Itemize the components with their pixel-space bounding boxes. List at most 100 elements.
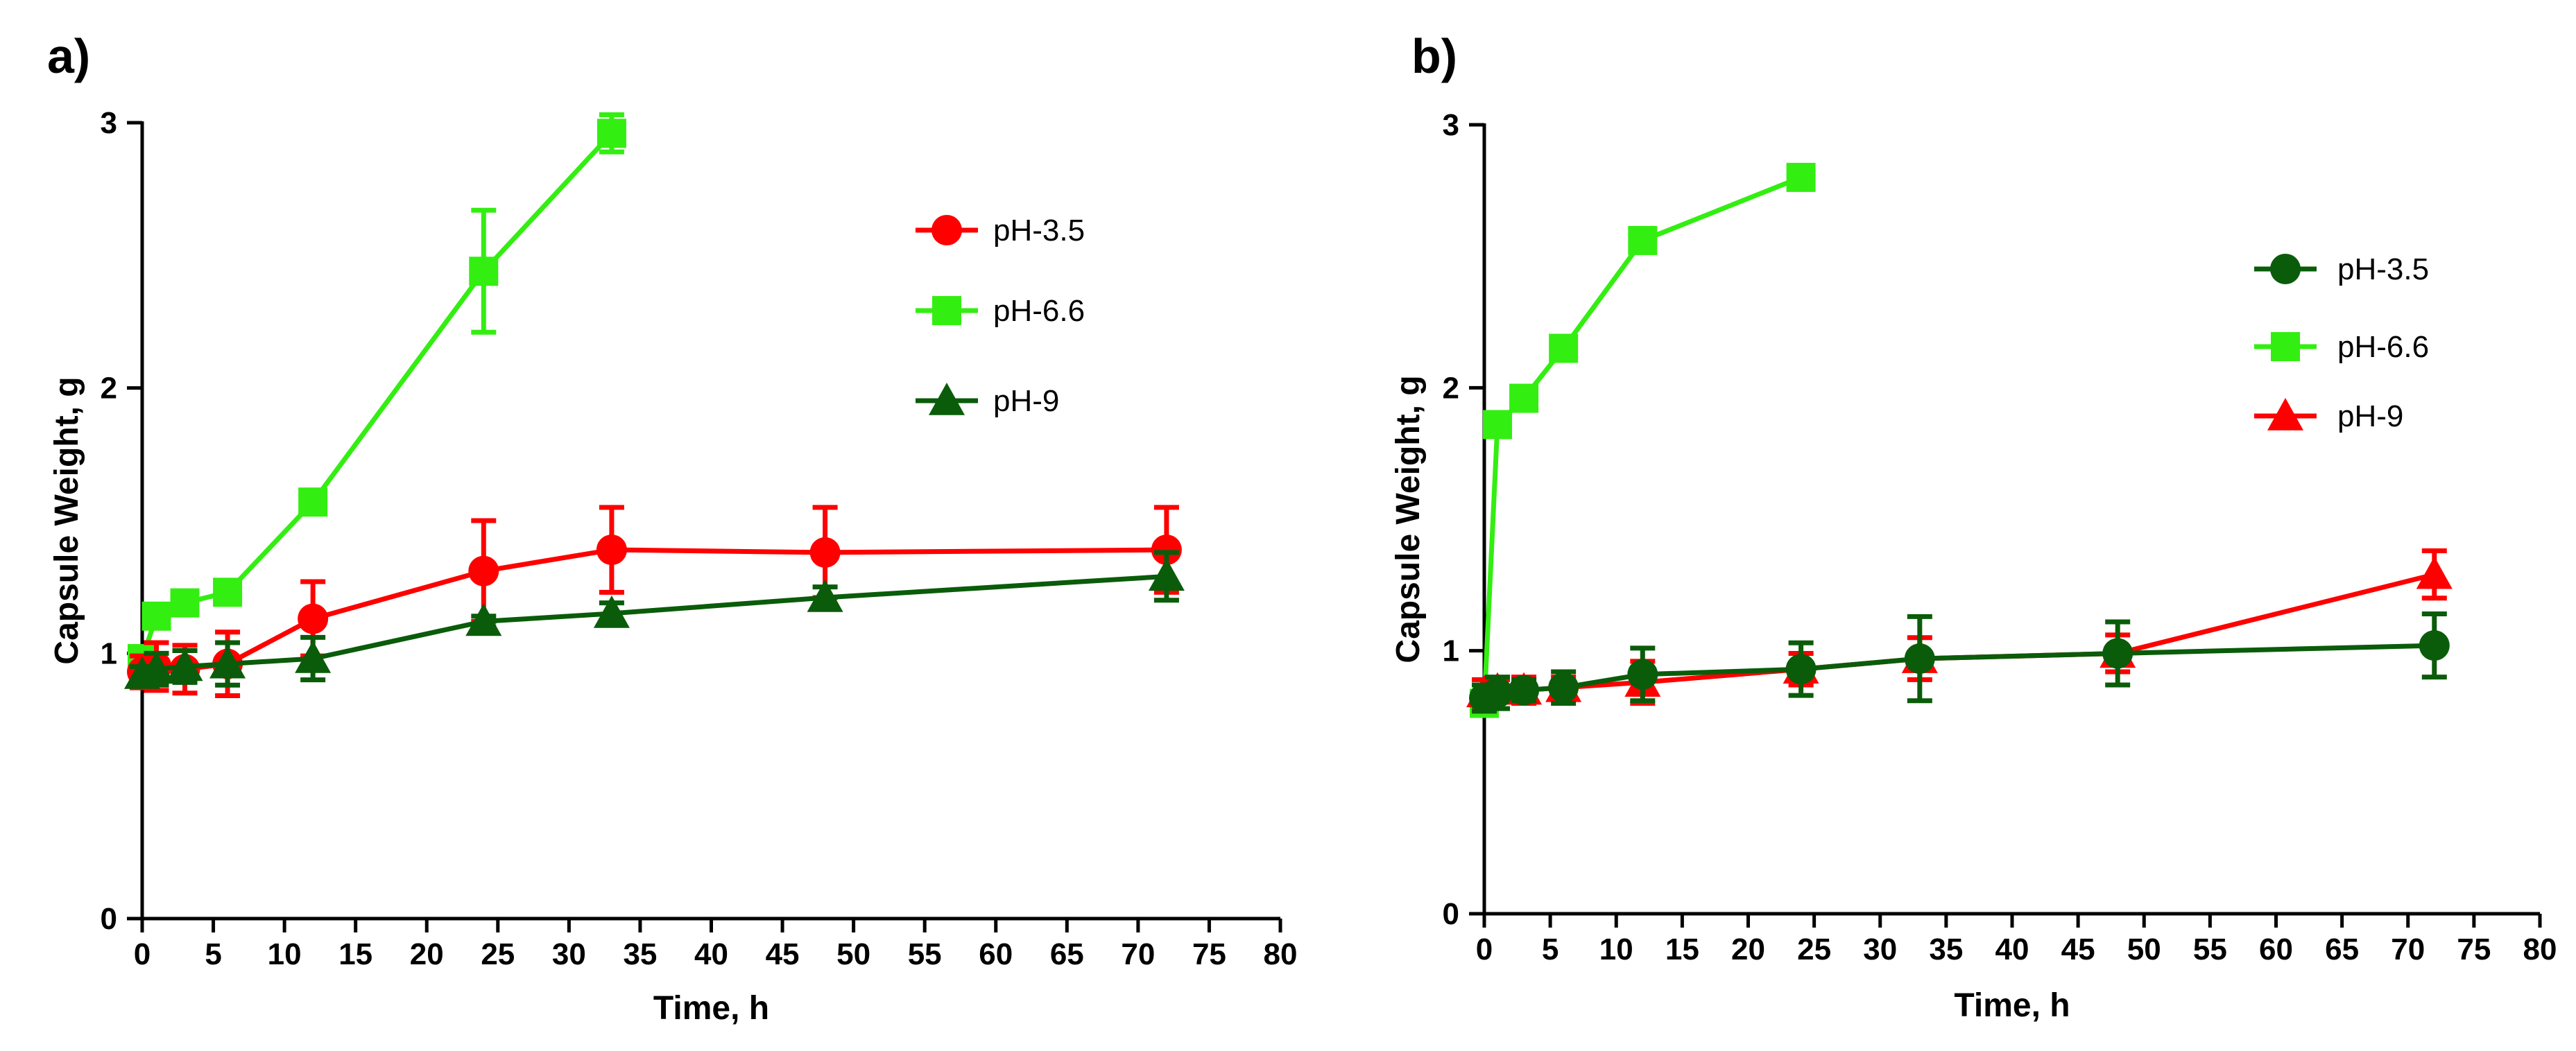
x-tick-label: 65	[2325, 932, 2359, 966]
x-tick-label: 75	[1192, 937, 1226, 971]
data-point	[2419, 630, 2450, 661]
data-point	[1509, 675, 1540, 706]
x-tick-label: 80	[1264, 937, 1298, 971]
data-point	[465, 603, 502, 636]
data-point	[468, 555, 499, 587]
y-tick-label: 0	[101, 902, 117, 936]
legend-label: pH-3.5	[993, 214, 1085, 247]
x-tick-label: 25	[1797, 932, 1831, 966]
series-line	[1482, 175, 1802, 704]
x-tick-label: 40	[1995, 932, 2029, 966]
x-tick-label: 15	[338, 937, 372, 971]
x-tick-label: 25	[481, 937, 515, 971]
series-pH-9	[1466, 548, 2453, 709]
y-axis-title: Capsule Weight, g	[1390, 375, 1427, 663]
x-tick-label: 15	[1665, 932, 1699, 966]
data-point	[1148, 558, 1185, 591]
data-point	[1627, 659, 1658, 690]
data-point	[2102, 638, 2133, 669]
data-point	[166, 648, 203, 681]
data-point	[2416, 556, 2453, 589]
series-pH-3.5	[127, 505, 1182, 699]
x-tick-label: 35	[623, 937, 657, 971]
x-axis-title: Time, h	[653, 990, 769, 1027]
x-tick-label: 5	[205, 937, 221, 971]
x-tick-label: 5	[1542, 932, 1559, 966]
x-tick-label: 50	[836, 937, 870, 971]
y-tick-label: 1	[101, 636, 117, 670]
data-point	[593, 595, 630, 628]
y-tick-label: 1	[1443, 634, 1459, 668]
x-tick-label: 60	[2259, 932, 2293, 966]
data-point	[298, 487, 328, 517]
y-tick-label: 3	[1443, 108, 1459, 142]
x-tick-label: 50	[2127, 932, 2161, 966]
data-point	[209, 645, 246, 679]
legend-marker	[929, 383, 965, 415]
x-tick-label: 60	[979, 937, 1013, 971]
x-tick-label: 45	[766, 937, 800, 971]
series-pH-6.6	[128, 112, 626, 673]
legend-marker	[932, 296, 961, 325]
x-tick-label: 35	[1929, 932, 1963, 966]
panel-b: b) 0 5 10 15 20 25 30 35 40 45 50 55 60 65 70 75 80 0 1 2 3 Ti…	[1390, 29, 2557, 1024]
x-tick-label: 40	[694, 937, 728, 971]
x-tick-label: 20	[1731, 932, 1765, 966]
legend-marker	[2267, 398, 2303, 431]
data-point	[1786, 162, 1816, 192]
series-pH-6.6	[1470, 162, 1816, 718]
series-pH-9	[124, 550, 1185, 689]
x-tick-label: 20	[410, 937, 444, 971]
legend-marker	[931, 215, 962, 245]
data-point	[213, 577, 243, 607]
legend-label: pH-9	[2337, 399, 2403, 433]
x-tick-label: 10	[1599, 932, 1633, 966]
data-point	[1509, 383, 1539, 413]
panel-a: a) 0 5 10 15 20 25 30 35 40 45 50 55 60 65 70 75 80 0 1 2 3 Ti…	[47, 29, 1297, 1027]
data-point	[1548, 672, 1579, 703]
series-line	[1483, 643, 2435, 701]
legend-label: pH-9	[993, 384, 1059, 418]
y-tick-label: 2	[1443, 371, 1459, 405]
legend-label: pH-6.6	[993, 294, 1085, 328]
data-point	[1549, 333, 1579, 363]
panel-label: b)	[1411, 29, 1457, 83]
data-point	[469, 257, 499, 286]
data-point	[1628, 225, 1658, 255]
x-tick-label: 0	[1476, 932, 1493, 966]
legend-marker	[2271, 332, 2300, 361]
series-line	[139, 131, 614, 660]
data-point	[295, 640, 332, 673]
x-tick-label: 75	[2457, 932, 2491, 966]
data-point	[1482, 677, 1513, 709]
x-tick-label: 70	[2391, 932, 2425, 966]
legend-label: pH-6.6	[2337, 330, 2429, 364]
x-tick-label: 30	[552, 937, 586, 971]
x-tick-label: 55	[908, 937, 942, 971]
data-point	[809, 537, 841, 568]
x-tick-label: 10	[268, 937, 302, 971]
data-point	[1151, 535, 1182, 566]
data-point	[141, 601, 171, 631]
legend: pH-3.5 pH-6.6 pH-9	[916, 214, 1085, 418]
x-tick-label: 30	[1863, 932, 1897, 966]
panel-label: a)	[47, 29, 90, 83]
x-tick-label: 80	[2523, 932, 2557, 966]
legend-label: pH-3.5	[2337, 252, 2429, 286]
data-point	[807, 579, 843, 612]
legend: pH-3.5 pH-6.6 pH-9	[2254, 252, 2429, 433]
data-point	[1483, 410, 1513, 440]
y-tick-label: 2	[101, 372, 117, 406]
y-tick-label: 3	[101, 106, 117, 140]
x-tick-label: 55	[2193, 932, 2227, 966]
data-point	[170, 588, 200, 618]
y-axis-title: Capsule Weight, g	[49, 376, 85, 664]
x-tick-label: 0	[134, 937, 151, 971]
data-point	[298, 603, 329, 634]
x-tick-label: 45	[2061, 932, 2095, 966]
x-axis-title: Time, h	[1954, 987, 2070, 1024]
x-tick-label: 70	[1121, 937, 1155, 971]
data-point	[596, 119, 626, 148]
series-pH-3.5	[1469, 611, 2450, 714]
